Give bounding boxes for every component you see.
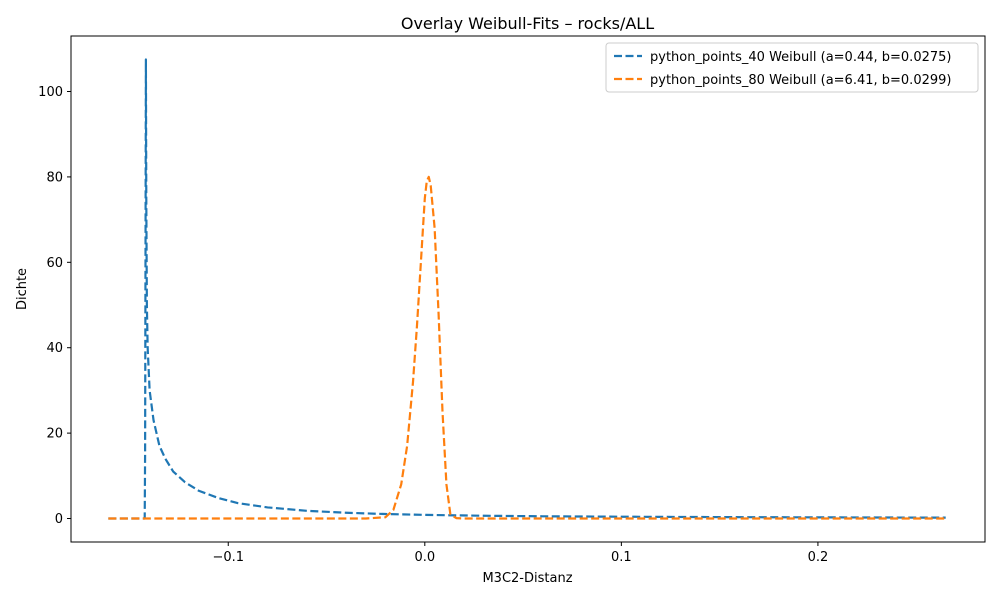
y-axis-label: Dichte <box>15 268 30 310</box>
x-axis-label: M3C2-Distanz <box>482 571 572 586</box>
plot-area <box>108 58 946 520</box>
legend-label-2: python_points_80 Weibull (a=6.41, b=0.02… <box>650 73 951 88</box>
series-line-2 <box>108 175 946 520</box>
y-tick-label: 20 <box>46 427 63 442</box>
y-tick-label: 60 <box>46 256 63 271</box>
y-tick-label: 100 <box>38 85 63 100</box>
y-tick-label: 80 <box>46 170 63 185</box>
legend-label-1: python_points_40 Weibull (a=0.44, b=0.02… <box>650 50 951 65</box>
plot-frame <box>70 35 986 543</box>
legend: python_points_40 Weibull (a=0.44, b=0.02… <box>605 42 979 93</box>
y-tick-label: 0 <box>55 512 63 527</box>
legend-box <box>605 42 979 93</box>
x-tick-label: 0.2 <box>808 550 829 565</box>
series-line-1 <box>108 58 946 520</box>
x-axis: −0.1 0.0 0.1 0.2 <box>212 542 828 565</box>
y-axis: 0 20 40 60 80 100 <box>38 85 71 527</box>
y-tick-label: 40 <box>46 341 63 356</box>
x-tick-label: 0.1 <box>611 550 632 565</box>
x-tick-label: 0.0 <box>414 550 435 565</box>
x-tick-label: −0.1 <box>212 550 244 565</box>
chart-title: Overlay Weibull-Fits – rocks/ALL <box>401 14 654 33</box>
